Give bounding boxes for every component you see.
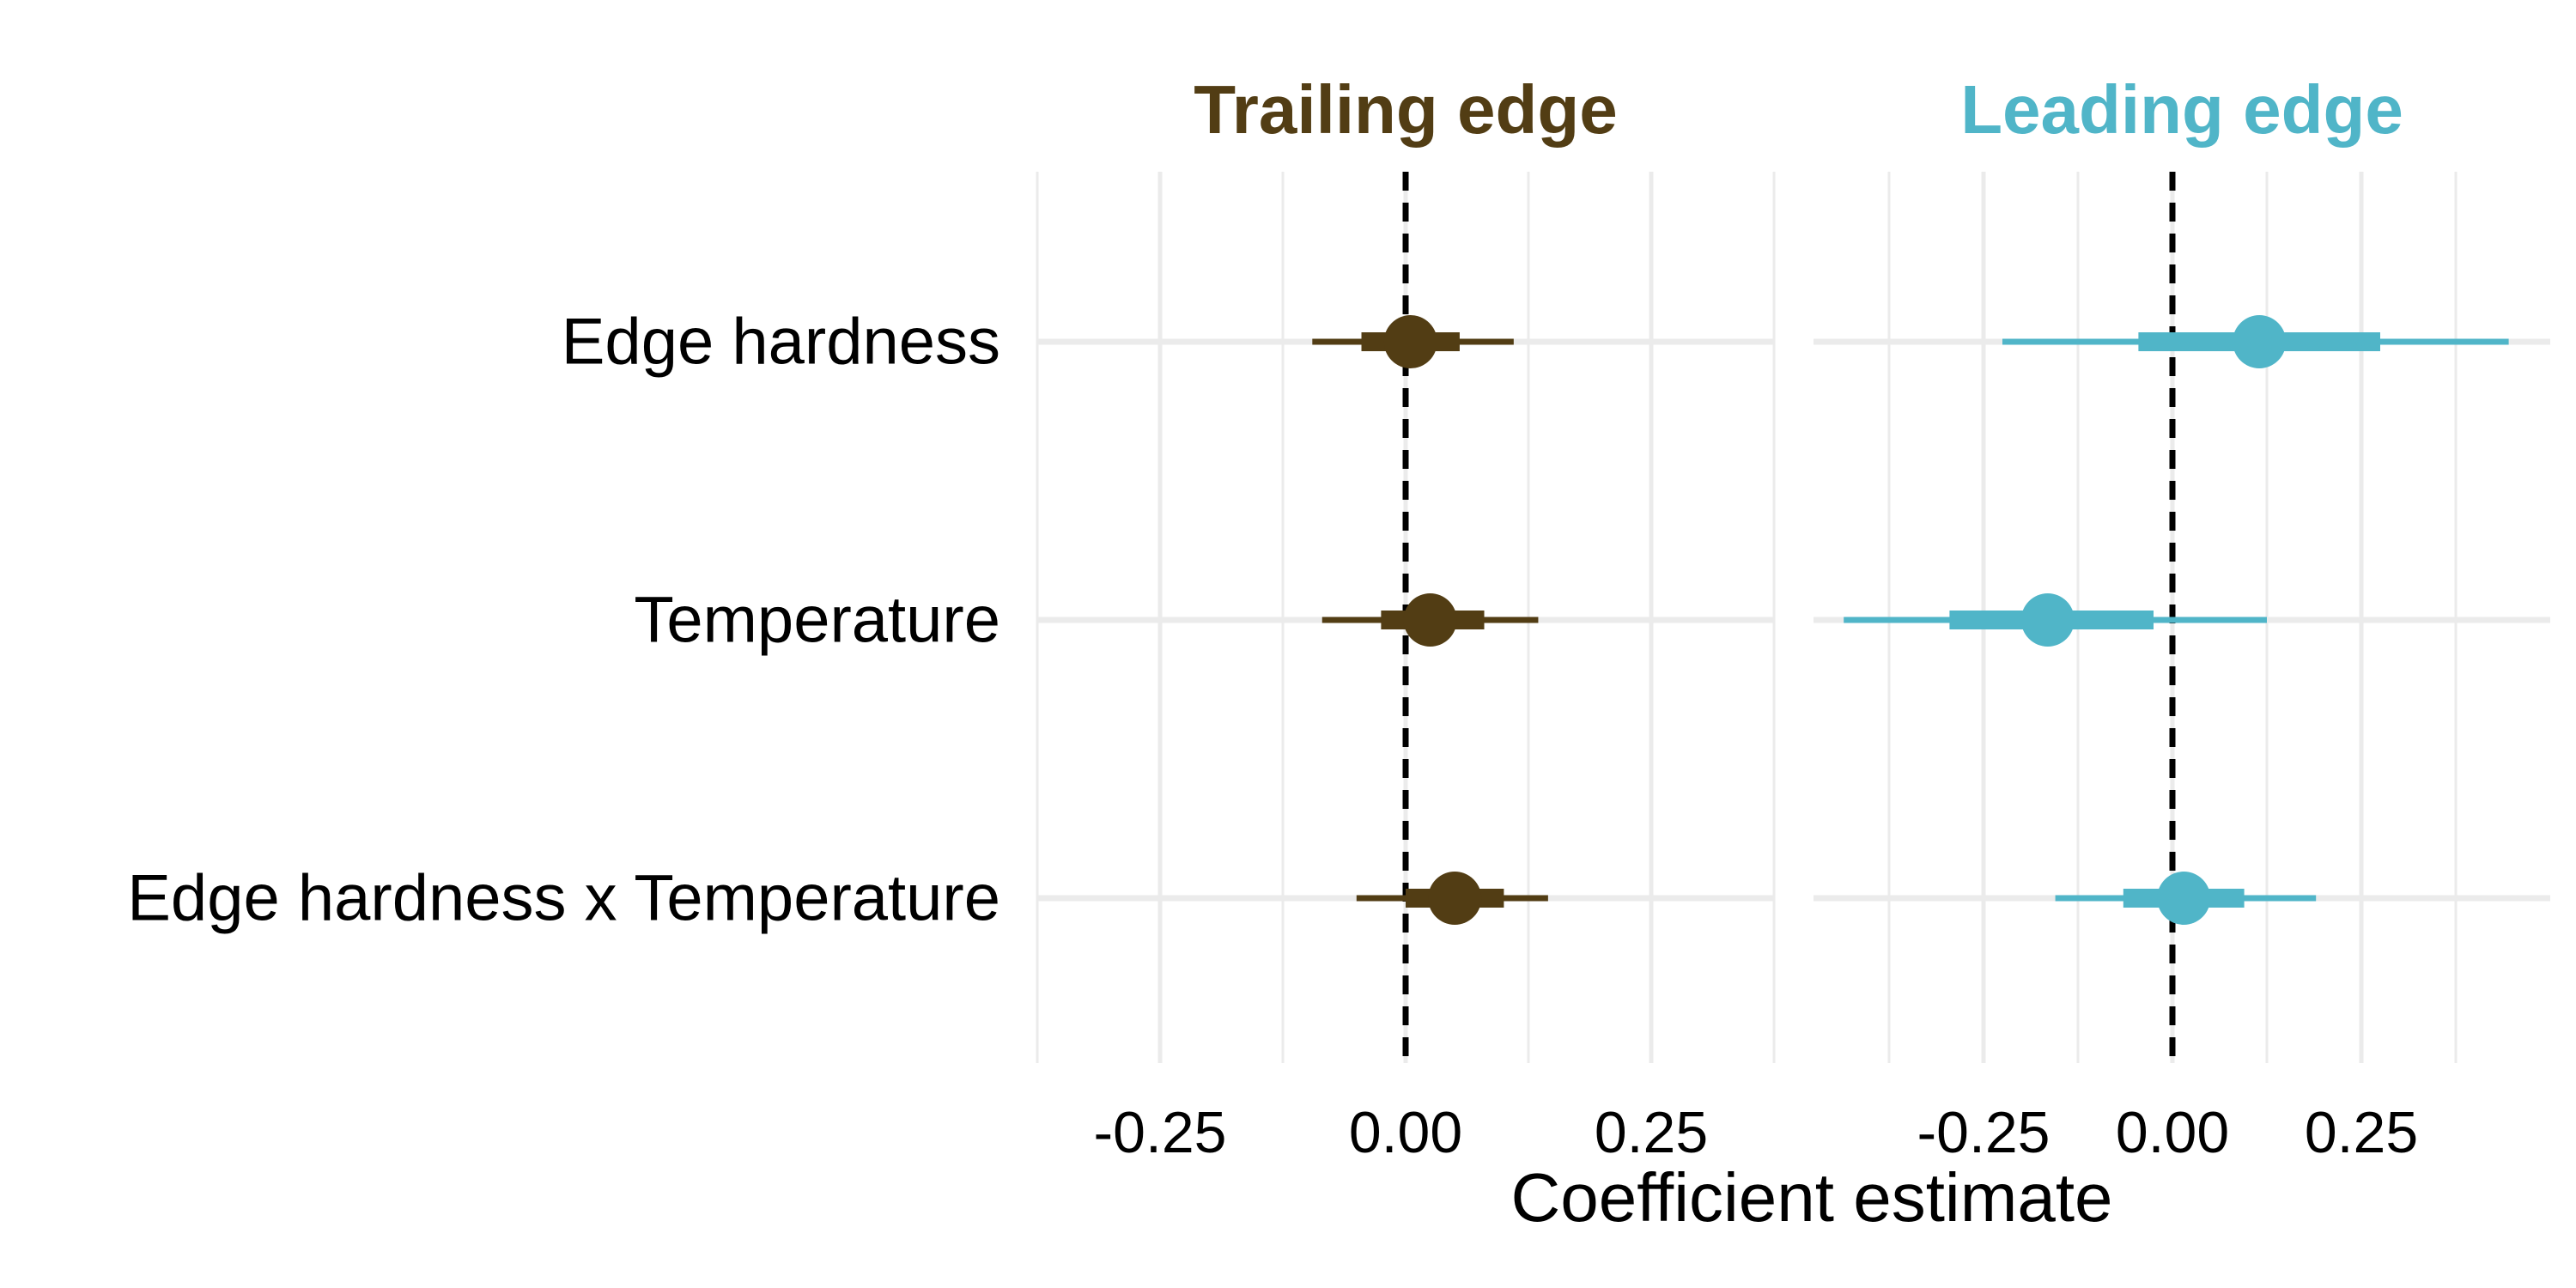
x-tick-label: 0.00 bbox=[2116, 1100, 2229, 1165]
x-tick-label: 0.25 bbox=[2305, 1100, 2418, 1165]
x-tick-label: 0.25 bbox=[1595, 1100, 1708, 1165]
x-tick-label: -0.25 bbox=[1094, 1100, 1227, 1165]
marks-layer bbox=[1312, 172, 2509, 1063]
point-estimate bbox=[1383, 315, 1437, 368]
point-estimate bbox=[1403, 593, 1457, 647]
point-estimate bbox=[1428, 872, 1482, 925]
point-estimate bbox=[2020, 593, 2075, 647]
category-label: Temperature bbox=[634, 584, 1000, 657]
point-estimate bbox=[2157, 872, 2211, 925]
panel-title: Leading edge bbox=[1960, 71, 2403, 148]
labels-layer: -0.25 0.00 0.25 Trailing edge -0.25 0.00 0.25 L… bbox=[127, 71, 2418, 1165]
grid-layer bbox=[1036, 172, 2550, 1063]
category-label: Edge hardness bbox=[562, 306, 1000, 379]
panel-title: Trailing edge bbox=[1194, 71, 1617, 148]
category-label: Edge hardness x Temperature bbox=[127, 862, 1000, 935]
point-estimate bbox=[2233, 315, 2287, 368]
x-axis-title: Coefficient estimate bbox=[1510, 1159, 2112, 1236]
x-tick-label: 0.00 bbox=[1349, 1100, 1462, 1165]
x-tick-label: -0.25 bbox=[1917, 1100, 2050, 1165]
